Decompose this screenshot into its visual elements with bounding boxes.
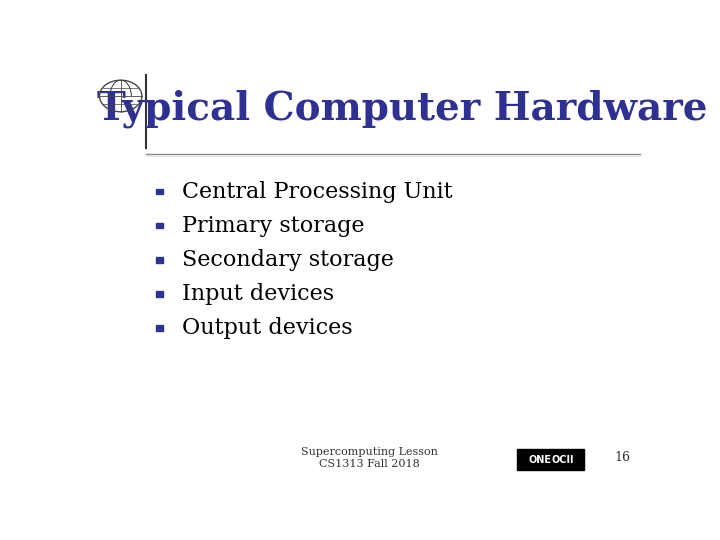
FancyBboxPatch shape (156, 291, 163, 296)
Text: 16: 16 (615, 451, 631, 464)
Text: Primary storage: Primary storage (182, 215, 364, 237)
Text: Typical Computer Hardware: Typical Computer Hardware (97, 89, 708, 127)
Text: Central Processing Unit: Central Processing Unit (182, 180, 453, 202)
Text: Supercomputing Lesson
CS1313 Fall 2018: Supercomputing Lesson CS1313 Fall 2018 (300, 447, 438, 469)
Text: OCII: OCII (552, 455, 574, 465)
FancyBboxPatch shape (156, 325, 163, 330)
Text: Output devices: Output devices (182, 317, 353, 339)
Text: Input devices: Input devices (182, 283, 334, 305)
FancyBboxPatch shape (156, 223, 163, 228)
Text: Secondary storage: Secondary storage (182, 249, 394, 271)
FancyBboxPatch shape (517, 449, 584, 470)
FancyBboxPatch shape (156, 189, 163, 194)
Text: ONE: ONE (528, 455, 552, 465)
FancyBboxPatch shape (156, 257, 163, 262)
